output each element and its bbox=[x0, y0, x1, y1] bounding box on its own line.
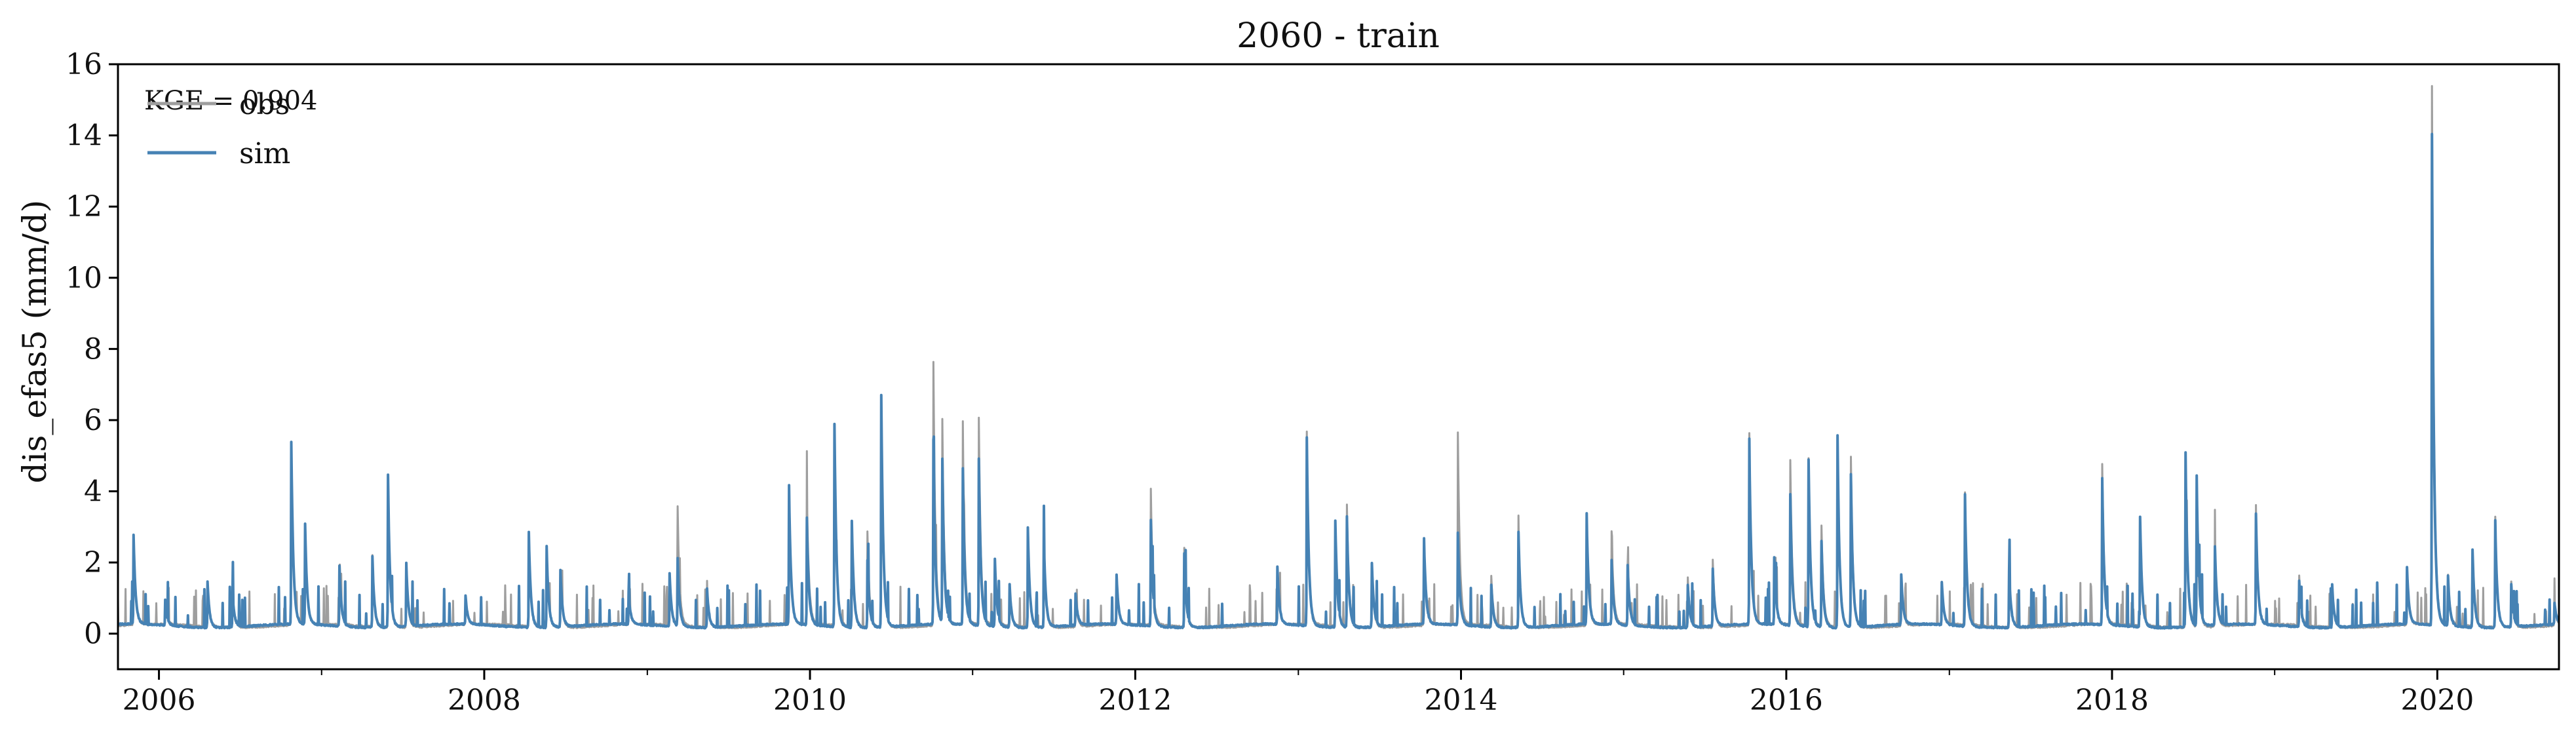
y-tick-label: 2 bbox=[84, 546, 102, 579]
y-tick-label: 10 bbox=[66, 262, 102, 295]
y-tick-label: 8 bbox=[84, 332, 102, 366]
x-tick-label: 2014 bbox=[1425, 684, 1498, 717]
y-tick-label: 16 bbox=[66, 48, 102, 81]
plot-frame bbox=[117, 63, 2560, 671]
y-tick-label: 4 bbox=[84, 475, 102, 509]
series-line-obs bbox=[118, 85, 2559, 629]
y-axis-label: dis_efas5 (mm/d) bbox=[16, 200, 54, 484]
legend-label-obs: obs bbox=[239, 88, 290, 121]
x-tick-label: 2010 bbox=[773, 684, 847, 717]
y-tick-label: 12 bbox=[66, 190, 102, 224]
chart-title: 2060 - train bbox=[1237, 16, 1440, 56]
x-tick-label: 2016 bbox=[1750, 684, 1823, 717]
legend-label-sim: sim bbox=[239, 137, 290, 170]
x-tick-label: 2018 bbox=[2075, 684, 2149, 717]
x-axis: 2006 2008 2010 2012 2014 2016 2018 2020 bbox=[123, 669, 2474, 717]
series-line-sim bbox=[118, 132, 2559, 630]
kge-annotation: KGE = 0.904 bbox=[144, 86, 318, 116]
x-tick-label: 2008 bbox=[448, 684, 521, 717]
legend: obs sim bbox=[147, 88, 290, 170]
plot-area bbox=[118, 85, 2559, 630]
x-tick-label: 2020 bbox=[2400, 684, 2474, 717]
y-tick-label: 14 bbox=[66, 119, 102, 153]
y-tick-label: 6 bbox=[84, 404, 102, 437]
y-tick-label: 0 bbox=[84, 617, 102, 651]
x-tick-label: 2006 bbox=[123, 684, 196, 717]
x-tick-label: 2012 bbox=[1098, 684, 1172, 717]
y-axis: 0 2 4 6 8 10 12 14 16 bbox=[66, 48, 118, 651]
